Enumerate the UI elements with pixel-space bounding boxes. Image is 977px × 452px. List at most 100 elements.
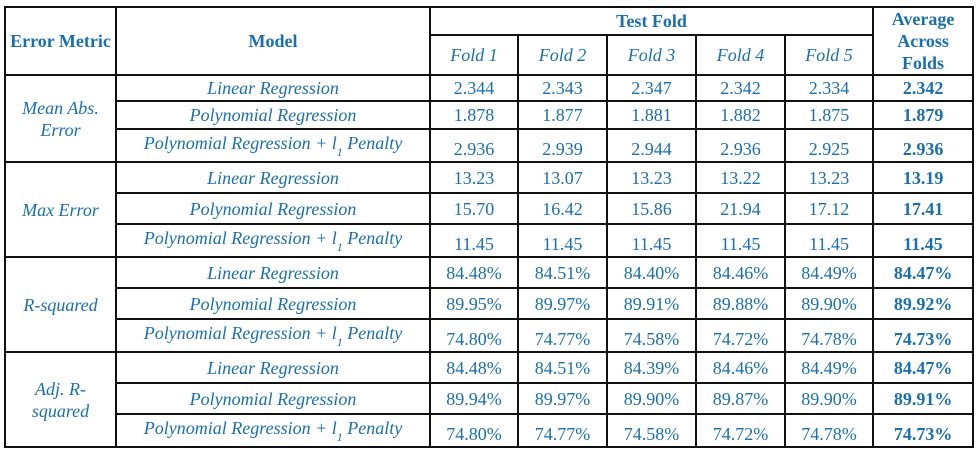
model-name-suffix: Penalty bbox=[342, 228, 403, 248]
l1-subscript: 1 bbox=[336, 145, 343, 159]
fold-1-value: 74.80% bbox=[429, 318, 519, 353]
fold-2-value: 84.51% bbox=[517, 256, 608, 289]
fold-1-value: 84.48% bbox=[429, 256, 519, 289]
table-row: R-squared Linear Regression 84.48% 84.51% 84… bbox=[4, 256, 975, 353]
model-cell: Linear Regression bbox=[115, 256, 431, 289]
fold-2-value: 84.51% bbox=[517, 351, 608, 384]
header-fold-1: Fold 1 bbox=[429, 34, 519, 76]
fold-2-value: 1.877 bbox=[517, 100, 608, 130]
table-row: Polynomial Regression + l1 Penalty 2.936 2… bbox=[5, 128, 975, 163]
average-value: 74.73% bbox=[872, 318, 975, 353]
fold-2-value: 74.77% bbox=[517, 318, 608, 353]
fold-4-value: 74.72% bbox=[695, 413, 786, 448]
table-row: Polynomial Regression 89.94% 89.97% 89.90% 8… bbox=[5, 382, 975, 415]
fold-2-value: 13.07 bbox=[517, 161, 608, 194]
header-error-metric: Error Metric bbox=[4, 6, 117, 76]
average-value: 84.47% bbox=[872, 351, 975, 384]
fold-3-value: 84.40% bbox=[606, 256, 697, 289]
model-name-suffix: Penalty bbox=[342, 323, 403, 343]
average-value: 2.342 bbox=[872, 74, 975, 102]
fold-4-value: 89.88% bbox=[695, 287, 786, 320]
fold-4-value: 2.342 bbox=[695, 74, 786, 102]
fold-3-value: 11.45 bbox=[606, 223, 697, 258]
fold-4-value: 13.22 bbox=[695, 161, 786, 194]
l1-subscript: 1 bbox=[336, 240, 343, 254]
model-cell: Polynomial Regression bbox=[115, 192, 431, 225]
fold-5-value: 2.334 bbox=[783, 74, 875, 102]
fold-1-value: 89.95% bbox=[429, 287, 519, 320]
fold-5-value: 1.875 bbox=[783, 100, 875, 130]
average-value: 11.45 bbox=[872, 223, 975, 258]
model-name-suffix: Penalty bbox=[342, 418, 403, 438]
error-metric-cell: Adj. R-squared bbox=[4, 351, 117, 448]
fold-4-value: 1.882 bbox=[695, 100, 786, 130]
fold-1-value: 2.936 bbox=[429, 128, 519, 163]
fold-4-value: 11.45 bbox=[695, 223, 786, 258]
fold-2-value: 74.77% bbox=[517, 413, 608, 448]
l1-symbol: l bbox=[331, 133, 337, 153]
fold-2-value: 16.42 bbox=[517, 192, 608, 225]
header-average-across-folds: Average Across Folds bbox=[872, 6, 975, 76]
average-value: 84.47% bbox=[872, 256, 975, 289]
table-row: Polynomial Regression 89.95% 89.97% 89.91% 8… bbox=[5, 287, 975, 320]
fold-2-value: 2.343 bbox=[517, 74, 608, 102]
model-name-prefix: Polynomial Regression + bbox=[143, 323, 332, 343]
fold-4-value: 74.72% bbox=[695, 318, 786, 353]
fold-2-value: 2.939 bbox=[517, 128, 608, 163]
table-row: Adj. R-squared Linear Regression 84.48% 84.… bbox=[4, 351, 975, 448]
average-value: 13.19 bbox=[872, 161, 975, 194]
cross-validation-results-table: Error Metric Model Test Fold Average Acr… bbox=[4, 6, 975, 448]
l1-symbol: l bbox=[331, 323, 337, 343]
table-row: Mean Abs. Error Linear Regression 2.344 2.3… bbox=[4, 74, 975, 163]
table-row: Polynomial Regression + l1 Penalty 74.80%… bbox=[5, 318, 975, 353]
fold-5-value: 84.49% bbox=[783, 256, 875, 289]
l1-symbol: l bbox=[331, 228, 337, 248]
fold-4-value: 2.936 bbox=[695, 128, 786, 163]
fold-5-value: 89.90% bbox=[783, 382, 875, 415]
fold-3-value: 74.58% bbox=[606, 318, 697, 353]
header-row-folds: Fold 1 Fold 2 Fold 3 Fold 4 Fold 5 bbox=[5, 34, 973, 76]
table-row: Polynomial Regression + l1 Penalty 74.80%… bbox=[5, 413, 975, 448]
model-cell: Polynomial Regression bbox=[115, 287, 431, 320]
fold-3-value: 13.23 bbox=[606, 161, 697, 194]
results-table-container: Error Metric Model Test Fold Average Acr… bbox=[4, 6, 975, 448]
l1-subscript: 1 bbox=[336, 335, 343, 349]
fold-1-value: 11.45 bbox=[429, 223, 519, 258]
fold-5-value: 84.49% bbox=[783, 351, 875, 384]
error-metric-cell: Mean Abs. Error bbox=[4, 74, 117, 163]
average-value: 89.92% bbox=[872, 287, 975, 320]
fold-3-value: 89.90% bbox=[606, 382, 697, 415]
header-model: Model bbox=[115, 6, 431, 76]
model-name-prefix: Polynomial Regression + bbox=[143, 228, 332, 248]
fold-1-value: 2.344 bbox=[429, 74, 519, 102]
model-name-prefix: Polynomial Regression + bbox=[143, 133, 332, 153]
model-cell: Linear Regression bbox=[115, 351, 431, 384]
model-cell: Polynomial Regression bbox=[115, 100, 431, 130]
fold-3-value: 84.39% bbox=[606, 351, 697, 384]
fold-5-value: 2.925 bbox=[783, 128, 875, 163]
header-fold-2: Fold 2 bbox=[517, 34, 608, 76]
model-cell: Polynomial Regression + l1 Penalty bbox=[115, 318, 431, 353]
model-name-prefix: Polynomial Regression + bbox=[143, 418, 332, 438]
fold-3-value: 2.944 bbox=[606, 128, 697, 163]
average-value: 74.73% bbox=[872, 413, 975, 448]
fold-2-value: 11.45 bbox=[517, 223, 608, 258]
fold-4-value: 21.94 bbox=[695, 192, 786, 225]
fold-1-value: 89.94% bbox=[429, 382, 519, 415]
model-cell: Polynomial Regression + l1 Penalty bbox=[115, 413, 431, 448]
fold-5-value: 11.45 bbox=[783, 223, 875, 258]
table-row: Polynomial Regression + l1 Penalty 11.45 1… bbox=[5, 223, 975, 258]
fold-1-value: 13.23 bbox=[429, 161, 519, 194]
fold-4-value: 89.87% bbox=[695, 382, 786, 415]
l1-symbol: l bbox=[331, 418, 337, 438]
fold-1-value: 74.80% bbox=[429, 413, 519, 448]
average-value: 89.91% bbox=[872, 382, 975, 415]
header-fold-5: Fold 5 bbox=[783, 34, 875, 76]
fold-1-value: 15.70 bbox=[429, 192, 519, 225]
fold-4-value: 84.46% bbox=[695, 351, 786, 384]
fold-2-value: 89.97% bbox=[517, 287, 608, 320]
error-metric-cell: R-squared bbox=[4, 256, 117, 353]
fold-5-value: 17.12 bbox=[783, 192, 875, 225]
fold-2-value: 89.97% bbox=[517, 382, 608, 415]
fold-3-value: 1.881 bbox=[606, 100, 697, 130]
